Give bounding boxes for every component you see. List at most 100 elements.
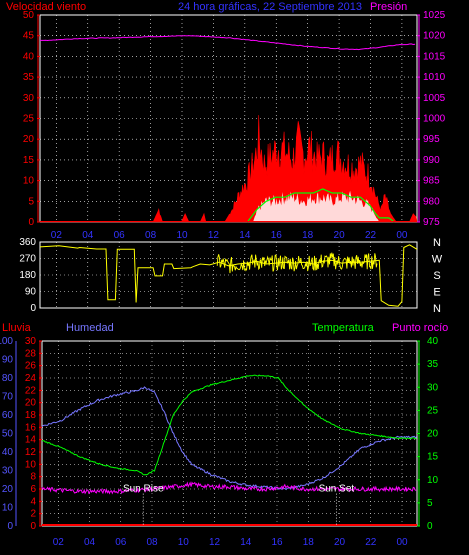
pressure-title: Presión — [370, 1, 407, 13]
pressure-line — [40, 35, 416, 51]
rain-tick-label: 12 — [25, 447, 37, 458]
temperature-label: Temperatura — [312, 322, 375, 334]
x-tick-label: 14 — [240, 537, 252, 548]
rain-tick-label: 16 — [25, 422, 37, 433]
x-tick-label: 02 — [51, 230, 63, 241]
x-tick-label: 14 — [239, 230, 251, 241]
humidity-line — [41, 386, 418, 491]
wind-tick-label: 30 — [23, 93, 35, 104]
direction-panel-series — [39, 244, 418, 307]
x-tick-label: 12 — [208, 230, 220, 241]
pressure-tick-label: 975 — [423, 217, 440, 228]
wind-tick-label: 10 — [23, 176, 35, 187]
x-tick-label: 08 — [145, 230, 157, 241]
x-tick-label: 06 — [114, 230, 126, 241]
pressure-tick-label: 995 — [423, 134, 440, 145]
x-tick-label: 12 — [209, 537, 221, 548]
wind-speed-title: Velocidad viento — [6, 1, 86, 13]
x-tick-label: 20 — [334, 230, 346, 241]
wind-tick-label: 5 — [28, 196, 34, 207]
x-tick-label: 22 — [365, 230, 377, 241]
x-tick-label: 10 — [176, 230, 188, 241]
pressure-tick-label: 990 — [423, 155, 440, 166]
rain-tick-label: 8 — [30, 472, 36, 483]
temperature-tick-label: 10 — [427, 475, 439, 486]
x-tick-label: 10 — [178, 537, 190, 548]
gust-area — [253, 190, 380, 222]
humidity-tick-label: 90 — [2, 355, 14, 366]
dewpoint-label: Punto rocío — [392, 322, 448, 334]
temperature-tick-label: 40 — [427, 336, 439, 347]
chart-title: 24 hora gráficas, 22 Septiembre 2013 — [178, 1, 362, 13]
x-tick-label: 22 — [365, 537, 377, 548]
wind-panel-series — [40, 35, 418, 223]
pressure-tick-label: 1010 — [423, 72, 446, 83]
x-tick-label: 20 — [334, 537, 346, 548]
x-tick-label: 02 — [53, 537, 65, 548]
rain-tick-label: 24 — [25, 373, 37, 384]
temperature-tick-label: 15 — [427, 452, 439, 463]
rain-tick-label: 22 — [25, 385, 37, 396]
temperature-tick-label: 20 — [427, 429, 439, 440]
x-tick-label: 18 — [302, 230, 314, 241]
rain-label: Lluvia — [2, 322, 32, 334]
direction-tick-label: 180 — [19, 270, 36, 281]
sun-annotation: Sun Rise — [123, 483, 164, 494]
direction-tick-label: 0 — [30, 303, 36, 314]
x-tick-label: 04 — [84, 537, 96, 548]
humidity-label: Humedad — [66, 322, 114, 334]
humidity-panel-grid — [42, 341, 417, 526]
temperature-tick-label: 30 — [427, 382, 439, 393]
rain-tick-label: 14 — [25, 435, 37, 446]
humidity-tick-label: 100 — [0, 336, 13, 347]
compass-label: W — [432, 254, 443, 266]
humidity-tick-label: 50 — [2, 429, 14, 440]
humidity-tick-label: 80 — [2, 373, 14, 384]
x-tick-label: 04 — [82, 230, 94, 241]
wind-tick-label: 35 — [23, 72, 35, 83]
humidity-panel-annotations: Sun Rise Sun Set — [123, 483, 354, 526]
wind-tick-label: 50 — [23, 10, 35, 21]
wind-tick-label: 45 — [23, 31, 35, 42]
temperature-tick-label: 35 — [427, 359, 439, 370]
temperature-tick-label: 5 — [427, 498, 433, 509]
x-tick-label: 16 — [271, 537, 283, 548]
temperature-tick-label: 0 — [427, 521, 433, 532]
rain-tick-label: 0 — [30, 521, 36, 532]
x-tick-label: 18 — [303, 537, 315, 548]
compass-label: N — [433, 303, 441, 315]
dewpoint-line — [41, 481, 417, 495]
wind-tick-label: 25 — [23, 114, 35, 125]
pressure-tick-label: 1000 — [423, 114, 446, 125]
x-tick-label: 08 — [146, 537, 158, 548]
humidity-tick-label: 30 — [2, 466, 14, 477]
x-tick-label: 16 — [271, 230, 283, 241]
compass-label: S — [433, 270, 440, 282]
direction-noise — [216, 252, 378, 274]
compass-label: N — [433, 237, 441, 249]
wind-panel-grid — [40, 15, 417, 222]
humidity-panel-series — [41, 374, 418, 526]
pressure-tick-label: 985 — [423, 176, 440, 187]
wind-panel-axes: 0510152025303540455097598098599099510001… — [23, 10, 446, 241]
humidity-tick-label: 60 — [2, 410, 14, 421]
rain-tick-label: 20 — [25, 398, 37, 409]
humidity-tick-label: 40 — [2, 447, 14, 458]
direction-tick-label: 270 — [19, 254, 36, 265]
sun-annotation: Sun Set — [319, 483, 355, 494]
pressure-tick-label: 980 — [423, 196, 440, 207]
humidity-panel-axes: 0102030405060708090100024681012141618202… — [0, 336, 439, 548]
wind-tick-label: 15 — [23, 155, 35, 166]
compass-label: E — [433, 287, 440, 299]
direction-panel-grid — [40, 242, 417, 308]
humidity-tick-label: 10 — [2, 503, 14, 514]
humidity-tick-label: 20 — [2, 484, 14, 495]
rain-tick-label: 2 — [30, 509, 36, 520]
temperature-line — [41, 374, 417, 476]
humidity-tick-label: 70 — [2, 392, 14, 403]
average-wind-line — [246, 188, 395, 223]
x-tick-label: 00 — [396, 537, 408, 548]
